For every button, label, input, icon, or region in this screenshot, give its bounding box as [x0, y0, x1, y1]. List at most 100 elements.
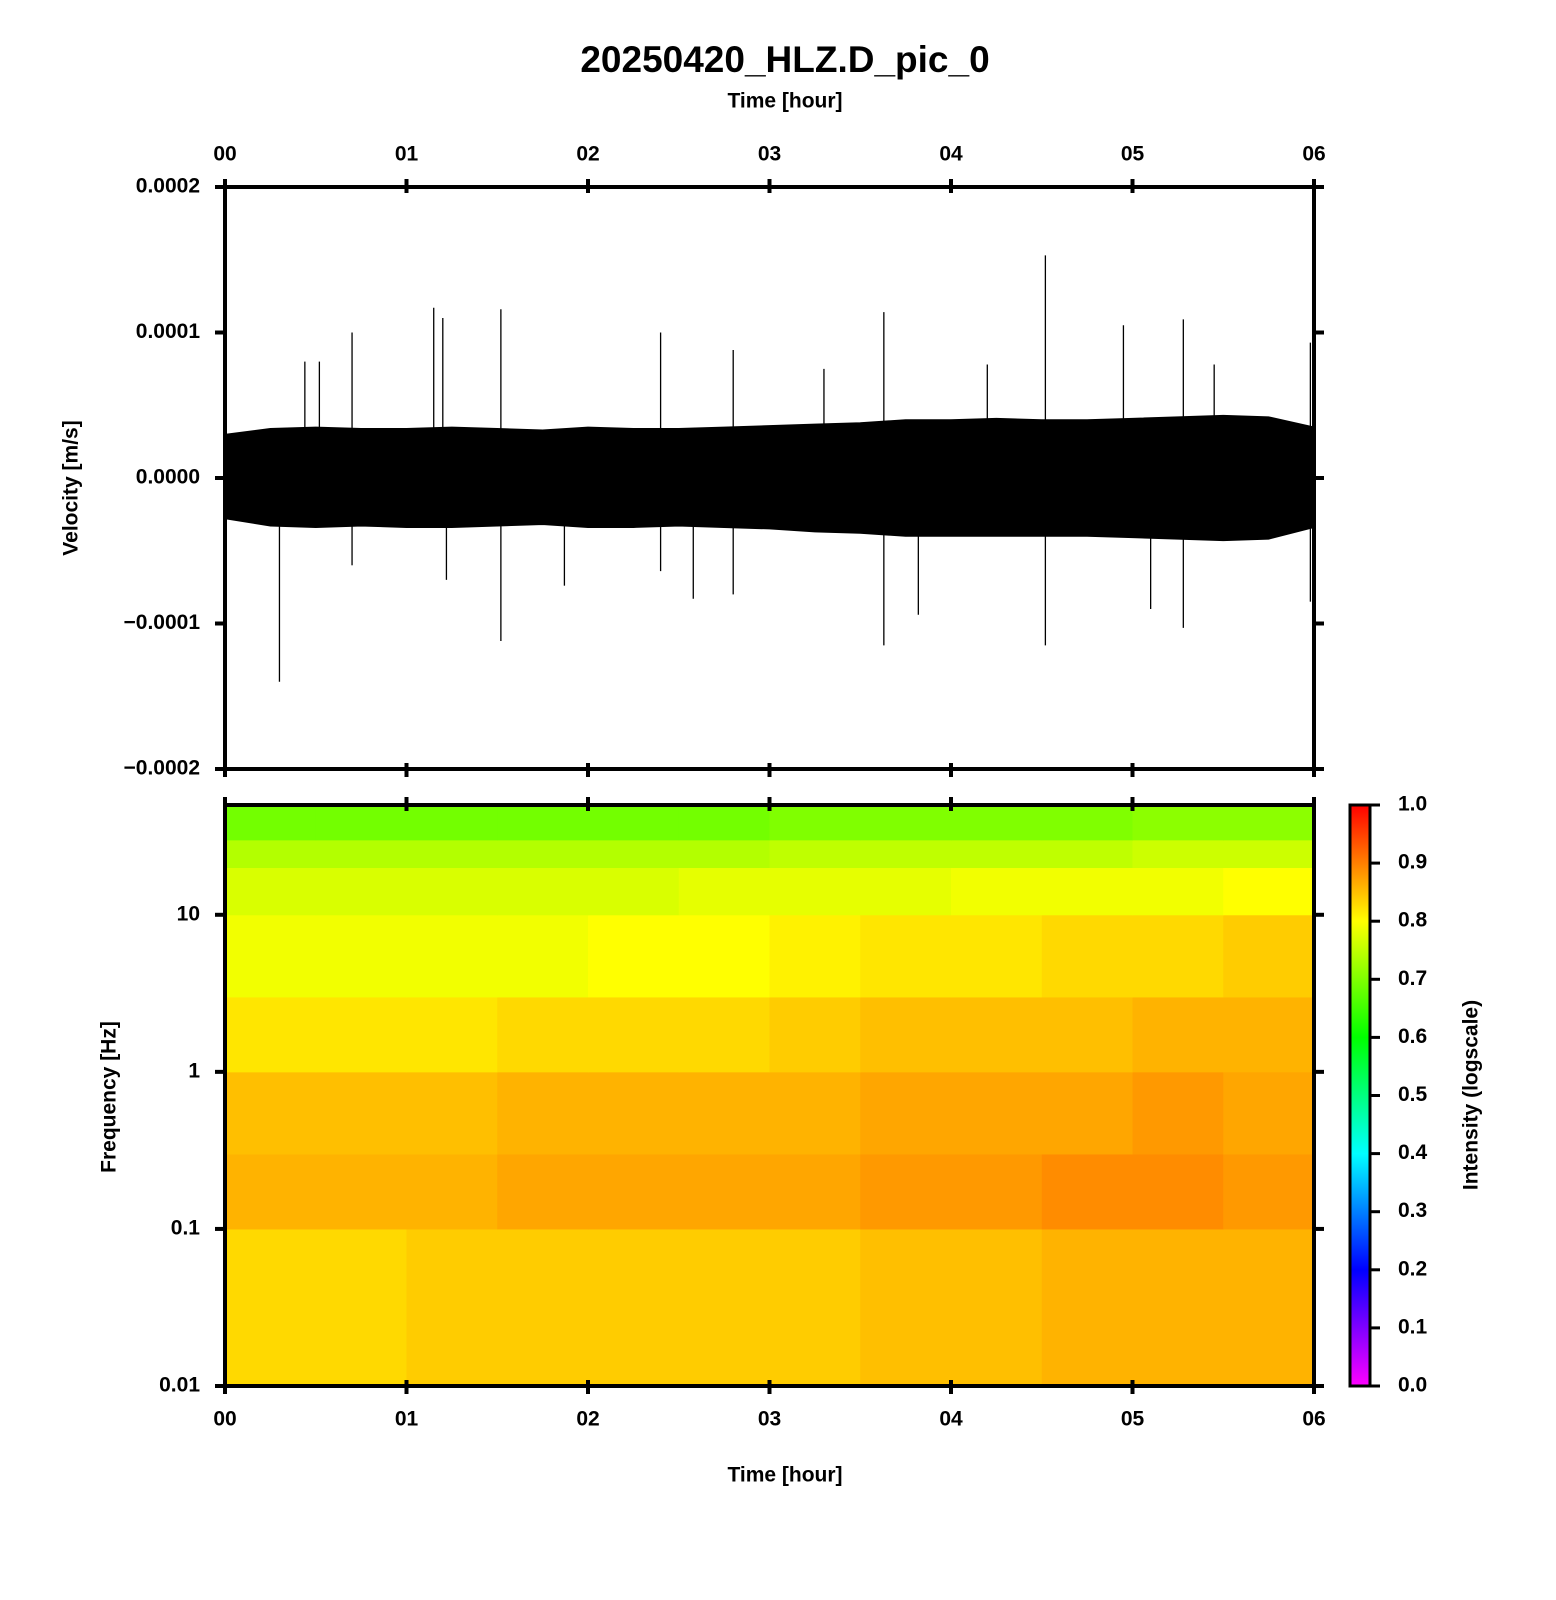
heatmap-cell: [1223, 1153, 1315, 1230]
heatmap-cell: [1132, 1071, 1224, 1155]
x-tick-label: 03: [758, 143, 781, 166]
y-tick-label: 0.0002: [136, 175, 200, 198]
heatmap-cell: [769, 1153, 861, 1230]
heatmap-cell: [860, 1071, 952, 1155]
heatmap-cell: [588, 867, 680, 916]
heatmap-cell: [1041, 914, 1133, 998]
colorbar-tick-label: 0.5: [1398, 1083, 1428, 1106]
colorbar-tick-label: 0.1: [1398, 1315, 1428, 1338]
y-tick-label: −0.0002: [124, 757, 201, 780]
heatmap-cell: [315, 1153, 407, 1230]
heatmap-cell: [406, 1153, 498, 1230]
heatmap-cell: [225, 1153, 317, 1230]
heatmap-cell: [315, 914, 407, 998]
heatmap-cell: [1132, 867, 1224, 916]
colorbar-tick-label: 0.2: [1398, 1257, 1427, 1280]
colorbar-tick-label: 0.8: [1398, 909, 1428, 932]
heatmap-cell: [225, 914, 317, 998]
heatmap-cell: [678, 839, 770, 869]
heatmap-cell: [678, 867, 770, 916]
heatmap-cell: [769, 867, 861, 916]
heatmap-cell: [497, 805, 589, 841]
heatmap-cell: [406, 1071, 498, 1155]
heatmap-cell: [588, 996, 680, 1073]
heatmap-cell: [497, 996, 589, 1073]
colorbar-tick-label: 0.3: [1398, 1199, 1427, 1222]
heatmap-cell: [588, 914, 680, 998]
heatmap-cell: [406, 839, 498, 869]
x-tick-label: 04: [939, 1408, 963, 1431]
heatmap-cell: [1132, 839, 1224, 869]
heatmap-cell: [497, 1153, 589, 1230]
heatmap-cell: [588, 1228, 680, 1387]
heatmap-cell: [1223, 839, 1315, 869]
x-tick-label: 04: [939, 143, 963, 166]
heatmap-cell: [1223, 1071, 1315, 1155]
heatmap-cell: [860, 867, 952, 916]
heatmap-cell: [315, 1071, 407, 1155]
heatmap-cell: [1223, 867, 1315, 916]
heatmap-cell: [315, 805, 407, 841]
heatmap-cell: [1041, 867, 1133, 916]
colorbar-tick-label: 0.7: [1398, 967, 1427, 990]
heatmap-cell: [406, 805, 498, 841]
y-tick-label: 10: [177, 902, 200, 925]
x-tick-label: 06: [1302, 143, 1325, 166]
heatmap-cell: [225, 805, 317, 841]
y-tick-label: −0.0001: [124, 611, 201, 634]
heatmap-cell: [406, 867, 498, 916]
heatmap-cell: [588, 1153, 680, 1230]
heatmap-cell: [951, 996, 1043, 1073]
heatmap-cell: [1041, 1153, 1133, 1230]
x-tick-label: 05: [1121, 143, 1145, 166]
y-tick-label: 0.0001: [136, 320, 201, 343]
heatmap-cell: [588, 805, 680, 841]
y-tick-label: 0.1: [171, 1216, 201, 1239]
heatmap-cell: [860, 1228, 952, 1387]
heatmap-cell: [678, 914, 770, 998]
x-axis-label: Time [hour]: [727, 1464, 842, 1487]
heatmap-cell: [769, 839, 861, 869]
heatmap-cell: [1223, 996, 1315, 1073]
heatmap-cell: [225, 1228, 317, 1387]
heatmap-cell: [1132, 996, 1224, 1073]
heatmap-cell: [860, 839, 952, 869]
heatmap-cell: [497, 839, 589, 869]
colorbar-label: Intensity (logscale): [1460, 1000, 1483, 1190]
heatmap-cell: [678, 1228, 770, 1387]
heatmap-cell: [225, 1071, 317, 1155]
y-axis-label: Velocity [m/s]: [60, 420, 83, 555]
colorbar-tick-label: 0.6: [1398, 1025, 1427, 1048]
heatmap-cell: [588, 839, 680, 869]
x-tick-label: 01: [395, 143, 419, 166]
heatmap-cell: [678, 1071, 770, 1155]
heatmap-cell: [1223, 914, 1315, 998]
heatmap-cell: [497, 1228, 589, 1387]
heatmap-cell: [860, 996, 952, 1073]
colorbar: [1348, 803, 1372, 1388]
heatmap-cell: [225, 839, 317, 869]
colorbar-tick-label: 0.0: [1398, 1374, 1427, 1397]
heatmap-cell: [769, 1071, 861, 1155]
heatmap-cell: [1041, 1071, 1133, 1155]
heatmap-cell: [406, 914, 498, 998]
x-tick-label: 02: [576, 143, 599, 166]
x-tick-label: 02: [576, 1408, 599, 1431]
heatmap-cell: [860, 914, 952, 998]
y-tick-label: 0.01: [159, 1374, 200, 1397]
heatmap-cell: [1041, 1228, 1133, 1387]
heatmap-cell: [678, 1153, 770, 1230]
heatmap-cell: [1132, 914, 1224, 998]
heatmap-cell: [315, 1228, 407, 1387]
chart-title: 20250420_HLZ.D_pic_0: [580, 39, 989, 80]
heatmap-cell: [1132, 1153, 1224, 1230]
y-tick-label: 1: [188, 1059, 200, 1082]
heatmap-cell: [678, 805, 770, 841]
heatmap-cell: [951, 1153, 1043, 1230]
colorbar-tick-label: 1.0: [1398, 793, 1427, 816]
heatmap-cell: [225, 996, 317, 1073]
heatmap-cell: [1041, 805, 1133, 841]
heatmap-cell: [497, 914, 589, 998]
y-axis-label: Frequency [Hz]: [98, 1021, 121, 1173]
